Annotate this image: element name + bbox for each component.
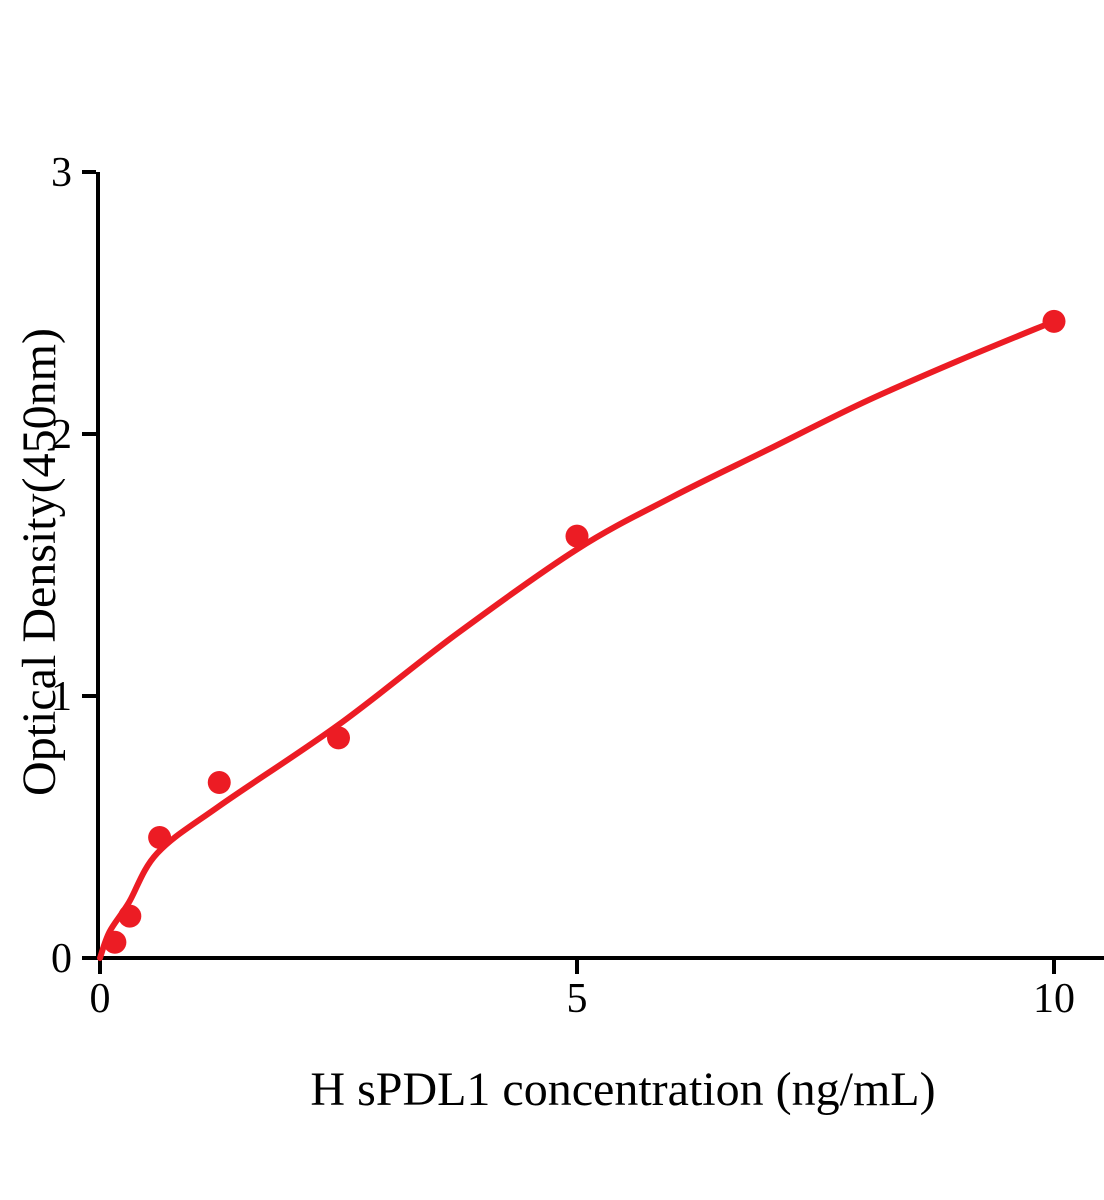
data-point xyxy=(1042,309,1066,333)
x-tick-label: 10 xyxy=(1033,976,1075,1022)
fit-curve xyxy=(97,318,1057,961)
data-point xyxy=(327,726,350,750)
data-point xyxy=(207,770,231,794)
y-axis-title: Optical Density(450nm) xyxy=(13,328,66,796)
data-point xyxy=(565,524,589,548)
y-tick-label: 2 xyxy=(51,412,72,458)
x-tick-label: 0 xyxy=(90,976,111,1022)
x-axis-title: H sPDL1 concentration (ng/mL) xyxy=(310,1063,936,1116)
data-point xyxy=(148,825,172,849)
x-tick-label: 5 xyxy=(567,976,588,1022)
data-point xyxy=(103,930,127,954)
data-point xyxy=(118,904,142,928)
y-tick-label: 1 xyxy=(51,674,72,720)
y-tick-label: 3 xyxy=(51,150,72,196)
y-tick-label: 0 xyxy=(51,936,72,982)
